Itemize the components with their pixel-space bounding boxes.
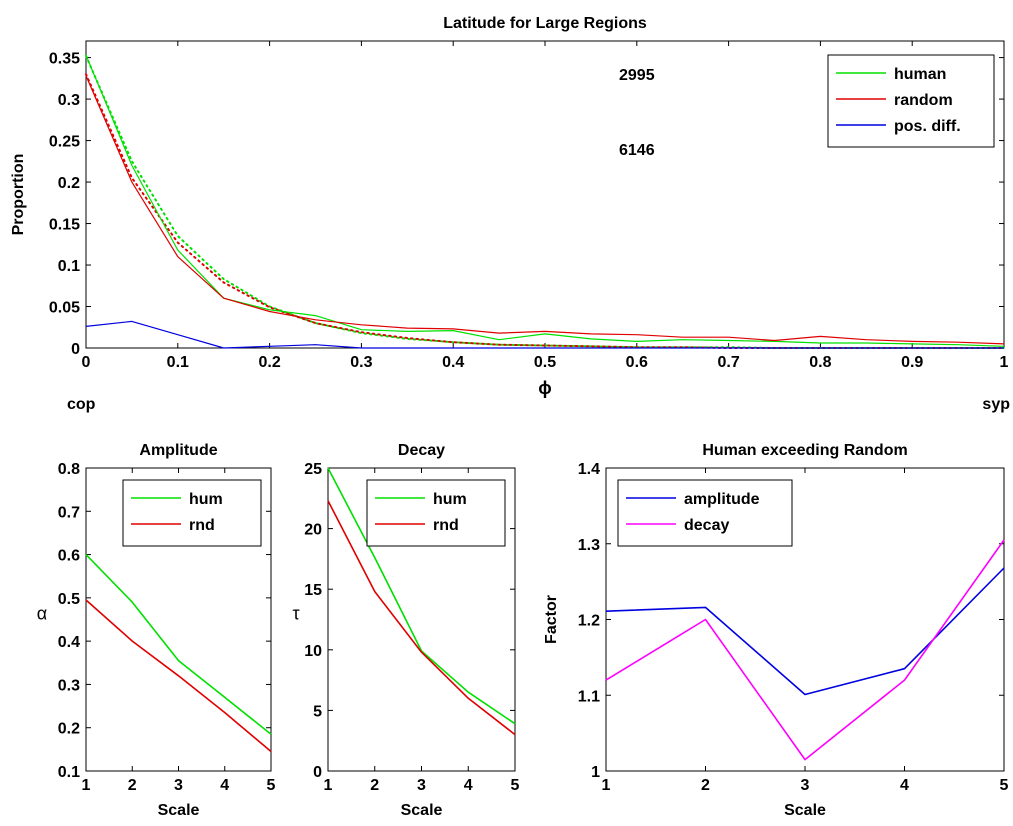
chart-2: 1 2 3 4 5 0 5 10 15 20 25 Decay Scale τ hum rnd <box>292 442 519 819</box>
annotation-label: 6146 <box>619 142 655 159</box>
legend-entry: pos. diff. <box>894 118 961 135</box>
legend-box <box>617 479 793 547</box>
x-tick-label: 1 <box>602 777 611 794</box>
chart-title: Latitude for Large Regions <box>443 15 647 32</box>
y-tick-label: 1.3 <box>578 537 600 554</box>
y-tick-label: 0.5 <box>58 591 80 608</box>
y-axis-label: Proportion <box>10 154 27 236</box>
chart-3: 1 2 3 4 5 1 1.1 1.2 1.3 1.4 Human exceeding Random… <box>543 442 1009 819</box>
legend: hum rnd <box>366 479 506 547</box>
series-rnd-line <box>85 599 272 753</box>
y-axis-label: Factor <box>543 595 560 644</box>
y-tick-label: 0.3 <box>58 677 80 694</box>
y-axis-label: α <box>37 604 47 624</box>
y-tick-label: 0.8 <box>58 461 80 478</box>
y-tick-label: 15 <box>304 582 322 599</box>
legend: human random pos. diff. <box>827 54 995 148</box>
x-tick-label: 4 <box>900 777 909 794</box>
x-tick-label: 0 <box>82 354 91 371</box>
y-axis-label: τ <box>292 604 299 624</box>
legend: amplitude decay <box>617 479 793 547</box>
y-tick-label: 0.6 <box>58 548 80 565</box>
x-axis-label: Scale <box>784 802 826 819</box>
legend-box <box>122 479 262 547</box>
y-tick-label: 0.2 <box>58 721 80 738</box>
x-tick-label: 4 <box>220 777 229 794</box>
y-tick-label: 0.15 <box>49 217 80 234</box>
legend-entry: hum <box>189 491 223 508</box>
y-tick-label: 0.1 <box>58 258 80 275</box>
chart-title: Amplitude <box>139 442 217 459</box>
legend-entry: human <box>894 66 946 83</box>
x-tick-label: 2 <box>701 777 710 794</box>
legend-box <box>366 479 506 547</box>
y-tick-label: 5 <box>313 703 322 720</box>
x-tick-label: 0.8 <box>809 354 831 371</box>
x-tick-label: 3 <box>174 777 183 794</box>
x-tick-label: 1 <box>1000 354 1009 371</box>
y-tick-label: 1.2 <box>578 613 600 630</box>
chart-title: Human exceeding Random <box>702 442 907 459</box>
legend-entry: rnd <box>433 517 459 534</box>
y-tick-label: 0.05 <box>49 300 80 317</box>
x-tick-label: 0.9 <box>901 354 923 371</box>
y-tick-label: 0.3 <box>58 92 80 109</box>
legend-entry: random <box>894 92 953 109</box>
legend-box <box>827 54 995 148</box>
y-tick-label: 1.1 <box>578 688 600 705</box>
y-tick-label: 0 <box>71 341 80 358</box>
series-decay-line <box>605 539 1005 761</box>
y-tick-label: 20 <box>304 522 322 539</box>
chart-0: 0 0.1 0.2 0.3 0.4 0.5 0.6 0.7 0.8 0.9 1 0 0.05 0.1 0.1… <box>10 15 1010 413</box>
y-tick-label: 0.4 <box>58 634 80 651</box>
x-tick-label: 5 <box>511 777 520 794</box>
chart-title: Decay <box>398 442 445 459</box>
y-tick-label: 0.1 <box>58 764 80 781</box>
series-rnd-line <box>327 500 516 736</box>
series-hum-line <box>85 554 272 735</box>
x-tick-label: 0.5 <box>534 354 556 371</box>
x-tick-label: 1 <box>82 777 91 794</box>
y-tick-label: 0.7 <box>58 504 80 521</box>
x-tick-label: 5 <box>1000 777 1009 794</box>
x-axis-label: Scale <box>401 802 443 819</box>
legend-entry: amplitude <box>684 491 760 508</box>
y-tick-label: 0.35 <box>49 51 80 68</box>
series-amplitude-line <box>605 567 1005 696</box>
legend: hum rnd <box>122 479 262 547</box>
legend-entry: decay <box>684 517 729 534</box>
legend-entry: rnd <box>189 517 215 534</box>
y-tick-label: 0.25 <box>49 134 80 151</box>
x-tick-label: 0.7 <box>717 354 739 371</box>
x-tick-label: 0.3 <box>350 354 372 371</box>
x-tick-label: 0.4 <box>442 354 464 371</box>
y-tick-label: 0 <box>313 764 322 781</box>
series-pos-diff--line <box>85 320 1004 349</box>
x-tick-label: 1 <box>324 777 333 794</box>
y-tick-label: 1.4 <box>578 461 600 478</box>
y-tick-label: 1 <box>591 764 600 781</box>
y-tick-label: 10 <box>304 643 322 660</box>
y-tick-label: 25 <box>304 461 322 478</box>
end-label-right: syp <box>982 396 1010 413</box>
x-axis-label: ϕ <box>538 378 552 398</box>
annotation-label: 2995 <box>619 67 655 84</box>
x-tick-label: 0.2 <box>258 354 280 371</box>
chart-1: 1 2 3 4 5 0.1 0.2 0.3 0.4 0.5 0.6 0.7 0.8 Amplitude Sc… <box>37 442 276 819</box>
x-tick-label: 3 <box>801 777 810 794</box>
y-tick-label: 0.2 <box>58 175 80 192</box>
x-tick-label: 3 <box>417 777 426 794</box>
x-tick-label: 0.6 <box>626 354 648 371</box>
legend-entry: hum <box>433 491 467 508</box>
x-tick-label: 5 <box>267 777 276 794</box>
x-tick-label: 2 <box>128 777 137 794</box>
series-random-line <box>85 75 1005 345</box>
x-tick-label: 0.1 <box>167 354 189 371</box>
x-tick-label: 2 <box>370 777 379 794</box>
x-axis-label: Scale <box>158 802 200 819</box>
end-label-left: cop <box>67 396 96 413</box>
x-tick-label: 4 <box>464 777 473 794</box>
